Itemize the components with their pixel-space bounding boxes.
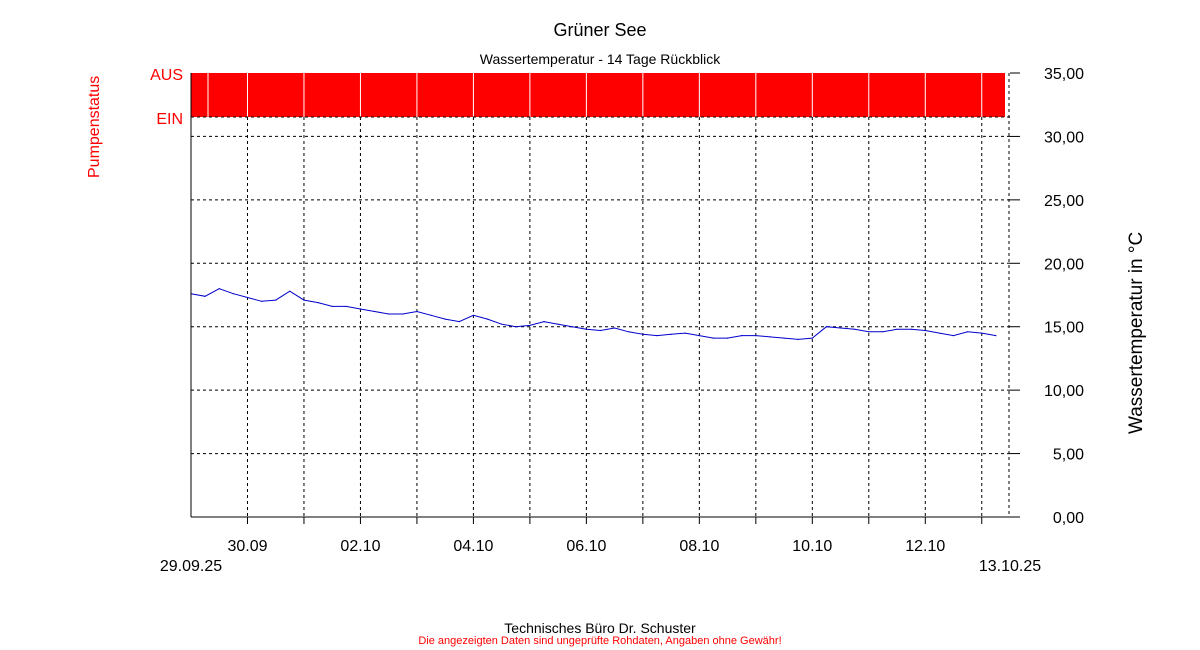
data-point xyxy=(628,331,630,333)
x-tick-label: 04.10 xyxy=(453,538,493,555)
x-tick-label: 06.10 xyxy=(566,538,606,555)
y-tick-label: 15,00 xyxy=(1044,320,1084,337)
y-tick-label: 30,00 xyxy=(1044,129,1084,146)
data-point xyxy=(938,332,940,334)
data-point xyxy=(275,299,277,301)
chart-subtitle: Wassertemperatur - 14 Tage Rückblick xyxy=(479,51,721,67)
pump-level-aus: AUS xyxy=(150,67,183,84)
data-point xyxy=(698,334,700,337)
data-point xyxy=(261,300,263,302)
data-point xyxy=(359,308,362,310)
data-point xyxy=(726,337,729,339)
data-point xyxy=(755,334,757,337)
pump-status-bar xyxy=(191,73,1005,117)
data-point xyxy=(656,334,658,337)
y-tick-label: 5,00 xyxy=(1053,447,1084,464)
y-tick-label: 0,00 xyxy=(1053,510,1084,527)
data-point xyxy=(571,326,573,328)
data-point xyxy=(458,321,460,323)
data-point xyxy=(811,337,813,339)
data-point xyxy=(783,337,785,339)
data-point xyxy=(303,299,305,301)
pump-status-band xyxy=(191,73,1010,118)
data-point xyxy=(741,334,743,337)
x-tick-label: 12.10 xyxy=(905,538,945,555)
data-point xyxy=(924,329,926,332)
data-point xyxy=(388,313,390,315)
tick-labels: AUS EIN 0,00 5,00 10,00 15,00 20,00 25,00 30,00 3… xyxy=(150,66,1084,575)
x-tick-label: 08.10 xyxy=(679,538,719,555)
data-point xyxy=(345,305,347,308)
data-point xyxy=(642,333,644,335)
data-point xyxy=(952,334,955,337)
data-point xyxy=(769,336,771,338)
data-point xyxy=(416,310,418,313)
data-point xyxy=(317,302,319,304)
footer-disclaimer: Die angezeigten Daten sind ungeprüfte Ro… xyxy=(418,635,782,647)
data-point xyxy=(331,305,333,308)
grid xyxy=(191,73,1010,517)
data-point xyxy=(430,314,432,316)
data-point xyxy=(218,288,220,290)
chart-title: Grüner See xyxy=(553,20,647,40)
data-point xyxy=(614,327,616,329)
data-point xyxy=(670,333,672,335)
x-start-date-label: 29.09.25 xyxy=(160,558,222,575)
y-tick-label: 35,00 xyxy=(1044,66,1084,83)
data-point xyxy=(557,323,559,325)
series-layer xyxy=(190,288,997,340)
data-point xyxy=(868,331,870,333)
data-point xyxy=(910,328,912,330)
pump-level-ein: EIN xyxy=(156,111,183,128)
data-point xyxy=(204,295,206,297)
data-point xyxy=(882,331,884,333)
y-tick-label: 10,00 xyxy=(1044,383,1084,400)
data-point xyxy=(543,321,545,323)
data-point xyxy=(797,338,799,340)
x-tick-label: 10.10 xyxy=(792,538,832,555)
data-point xyxy=(246,296,249,299)
x-end-date-label: 13.10.25 xyxy=(979,558,1041,575)
x-tick-label: 30.09 xyxy=(227,538,267,555)
data-point xyxy=(967,331,969,333)
data-point xyxy=(854,328,856,330)
footer-company: Technisches Büro Dr. Schuster xyxy=(504,620,696,636)
data-point xyxy=(839,327,842,329)
data-point xyxy=(289,290,291,292)
data-point xyxy=(825,326,828,328)
temperature-line xyxy=(190,288,996,340)
data-point xyxy=(402,313,404,315)
data-point xyxy=(444,318,446,320)
y-tick-label: 20,00 xyxy=(1044,256,1084,273)
data-point xyxy=(373,310,376,313)
data-point xyxy=(515,326,517,328)
data-point xyxy=(501,323,503,325)
data-point xyxy=(232,293,234,295)
data-point xyxy=(712,337,715,339)
data-point xyxy=(472,314,475,316)
data-point xyxy=(896,328,898,330)
data-point xyxy=(529,324,531,327)
data-point xyxy=(585,328,587,330)
data-point xyxy=(599,329,602,332)
data-point xyxy=(981,332,983,334)
y-tick-label: 25,00 xyxy=(1044,193,1084,210)
data-point xyxy=(486,318,489,320)
data-point xyxy=(684,332,686,334)
data-point xyxy=(995,334,997,337)
axes xyxy=(190,72,1020,524)
x-tick-label: 02.10 xyxy=(340,538,380,555)
